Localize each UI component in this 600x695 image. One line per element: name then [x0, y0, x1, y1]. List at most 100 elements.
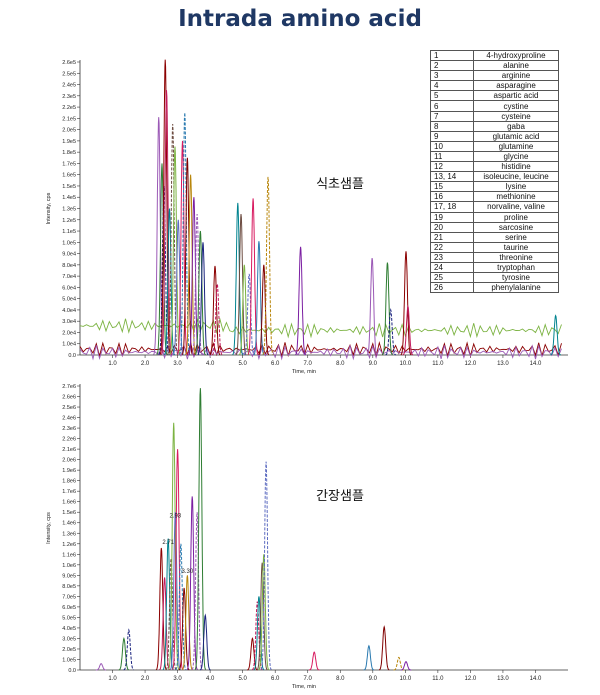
y-tick-label: 2.0e5 [62, 647, 76, 653]
legend-amino-acid: tyrosine [473, 272, 559, 284]
legend-row: 25 tyrosine [430, 272, 559, 284]
chromatogram-peak [191, 512, 203, 671]
chromatogram-peak [209, 265, 221, 356]
legend-number: 6 [430, 100, 474, 112]
y-tick-label: 1.0e6 [62, 563, 76, 569]
legend-amino-acid: glycine [473, 150, 559, 163]
chromatogram-peak [295, 246, 307, 356]
legend-row: 10 glutamine [430, 140, 559, 152]
chromatogram-peak [178, 587, 190, 671]
chromatogram-peak [186, 496, 198, 671]
y-tick-label: 1.8e6 [62, 479, 76, 485]
y-tick-label: 1.6e6 [62, 500, 76, 506]
legend-row: 6 cystine [430, 100, 559, 112]
y-tick-label: 5.0e4 [62, 297, 76, 303]
baseline-trace [79, 341, 562, 358]
x-tick-label: 6.0 [271, 361, 280, 367]
chromatogram-peak [95, 663, 106, 671]
y-tick-label: 1.0e5 [62, 240, 76, 246]
legend-row: 19 proline [430, 211, 559, 223]
legend-row: 16 methionine [430, 191, 559, 203]
y-tick-label: 1.4e6 [62, 521, 76, 527]
legend-number: 25 [430, 272, 474, 284]
legend-row: 15 lysine [430, 181, 559, 193]
chart-vinegar-sample: 0.0 1.0e4 2.0e4 3.0e4 4.0e4 5.0e4 6.0e4 7.0e4 8.… [46, 59, 568, 375]
y-tick-label: 2.0e6 [62, 458, 76, 464]
legend-number: 11 [430, 150, 474, 163]
legend-number: 7 [430, 110, 474, 122]
chromatogram-peak [156, 163, 168, 356]
peak-label: 2.93 [169, 513, 181, 519]
chromatogram-peak [550, 314, 561, 356]
chromatogram-peak [258, 554, 270, 671]
y-tick-label: 1.4e5 [62, 195, 76, 201]
chromatogram-peak [169, 512, 181, 671]
chromatogram-peak [363, 644, 375, 671]
sample-annotation: 식초샘플 [316, 176, 364, 191]
y-tick-label: 8.0e4 [62, 263, 76, 269]
legend-row: 20 sarcosine [430, 221, 559, 233]
legend-amino-acid: sarcosine [473, 221, 559, 233]
y-tick-label: 1.8e5 [62, 150, 76, 156]
chromatogram-peak [199, 613, 211, 671]
chromatogram-peak [172, 219, 184, 356]
chromatogram-peak [402, 304, 414, 356]
x-tick-label: 3.0 [173, 676, 182, 682]
chromatogram-peak [253, 241, 265, 356]
x-tick-label: 4.0 [206, 361, 215, 367]
chromatogram-peak [194, 230, 206, 356]
legend-number: 2 [430, 60, 474, 72]
chromatogram-peak [165, 558, 177, 671]
y-tick-label: 1.7e6 [62, 489, 76, 495]
legend-row: 26 phenylalanine [430, 282, 559, 294]
x-tick-label: 11.0 [432, 361, 444, 367]
legend-table: 1 4-hydroxyproline 2 alanine 3 arginine 4 aspar… [430, 49, 559, 294]
legend-row: 23 threonine [430, 251, 559, 263]
x-tick-label: 9.0 [369, 361, 378, 367]
y-tick-label: 0.0 [68, 668, 76, 674]
x-tick-label: 11.0 [432, 676, 444, 682]
legend-amino-acid: norvaline, valine [473, 201, 559, 213]
chromatogram-peak [247, 637, 258, 671]
y-tick-label: 0.0 [68, 353, 76, 359]
chromatogram-peak [243, 273, 255, 356]
chromatogram-peak [256, 562, 268, 671]
legend-number: 9 [430, 130, 474, 142]
y-tick-label: 2.5e5 [62, 71, 76, 77]
legend-amino-acid: alanine [473, 60, 559, 72]
chromatogram-peak [163, 208, 176, 356]
y-tick-label: 9.0e4 [62, 252, 76, 258]
chromatogram-peak [179, 112, 191, 355]
chromatogram-peak [168, 422, 180, 670]
chromatogram-peak [167, 123, 179, 355]
legend-number: 10 [430, 140, 474, 152]
y-tick-label: 2.7e6 [62, 384, 76, 390]
chromatogram-peak [260, 461, 272, 670]
legend-number: 22 [430, 241, 474, 253]
legend-amino-acid: lysine [473, 181, 559, 193]
sample-annotation: 간장샘플 [316, 488, 364, 503]
chromatogram-peak [400, 660, 412, 671]
x-axis-label: Time, min [292, 684, 316, 690]
legend-amino-acid: gaba [473, 120, 559, 132]
chromatogram-peak [181, 575, 193, 671]
legend-amino-acid: cystine [473, 100, 559, 112]
legend-row: 21 serine [430, 231, 559, 243]
legend-row: 1 4-hydroxyproline [430, 49, 559, 62]
chromatogram-peak [211, 283, 223, 356]
x-tick-label: 5.0 [238, 361, 247, 367]
x-tick-label: 5.0 [238, 676, 247, 682]
y-tick-label: 7.0e5 [62, 594, 76, 600]
legend-row: 12 histidine [430, 161, 559, 173]
y-tick-label: 1.0e5 [62, 657, 76, 663]
x-tick-label: 2.0 [141, 361, 150, 367]
legend-amino-acid: serine [473, 231, 559, 243]
chromatogram-peak [160, 90, 173, 355]
y-tick-label: 2.6e5 [62, 60, 76, 66]
y-tick-label: 8.0e5 [62, 584, 76, 590]
y-tick-label: 9.0e5 [62, 573, 76, 579]
legend-number: 17, 18 [430, 201, 474, 213]
chromatogram-peak [262, 176, 274, 356]
y-tick-label: 1.6e5 [62, 173, 76, 179]
x-tick-label: 8.0 [336, 361, 345, 367]
